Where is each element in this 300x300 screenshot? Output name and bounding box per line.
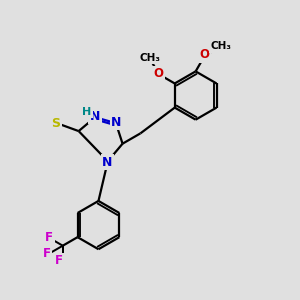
Text: CH₃: CH₃: [140, 53, 161, 63]
Text: N: N: [102, 156, 112, 169]
Text: N: N: [111, 116, 122, 129]
Text: O: O: [200, 48, 210, 61]
Text: H: H: [82, 107, 92, 117]
Text: S: S: [51, 117, 60, 130]
Text: N: N: [90, 110, 101, 123]
Text: F: F: [43, 247, 51, 260]
Text: F: F: [55, 254, 63, 267]
Text: O: O: [153, 67, 163, 80]
Text: CH₃: CH₃: [211, 41, 232, 51]
Text: F: F: [45, 231, 53, 244]
